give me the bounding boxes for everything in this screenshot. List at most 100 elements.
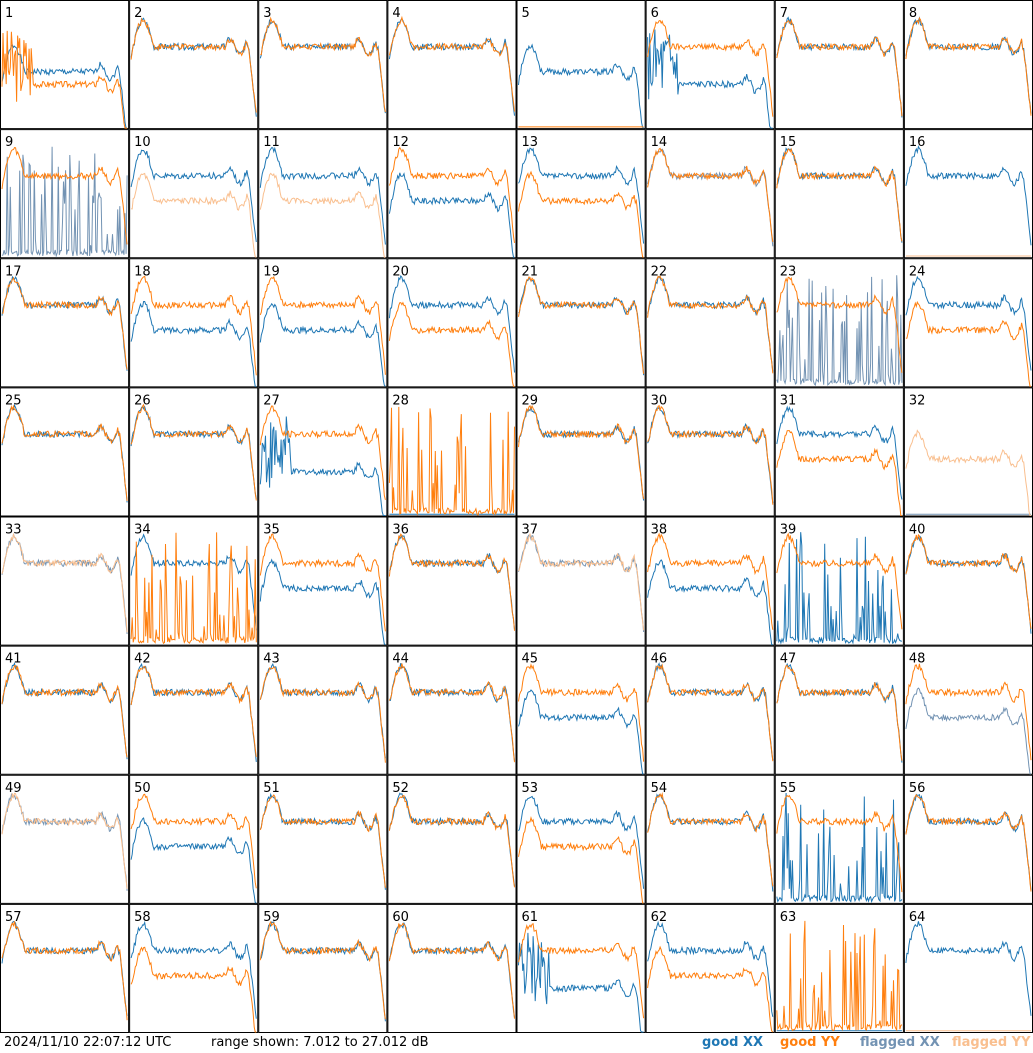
series-xx-line (388, 792, 515, 887)
panel-1: 1 (0, 0, 130, 130)
panel-14: 14 (645, 129, 775, 259)
panel-frame (387, 387, 517, 517)
panel-30: 30 (645, 387, 775, 517)
series-xx-line (130, 817, 257, 904)
series-xx-line (905, 145, 1032, 246)
panel-label: 42 (134, 652, 151, 667)
series-yy-line (388, 301, 515, 387)
panel-8: 8 (903, 0, 1033, 130)
panel-50: 50 (129, 774, 259, 904)
panel-13: 13 (516, 129, 646, 259)
series-yy-line (905, 533, 1032, 629)
panel-frame (774, 129, 904, 259)
series-yy-line (776, 430, 902, 516)
panel-frame (387, 645, 517, 775)
panel-label: 38 (651, 523, 668, 538)
panel-49: 49 (0, 774, 130, 904)
panel-16: 16 (903, 129, 1033, 259)
panel-frame (774, 903, 904, 1033)
panel-56: 56 (903, 774, 1033, 904)
series-yy-line (388, 533, 515, 631)
panel-label: 61 (522, 910, 539, 925)
panel-frame (516, 774, 646, 904)
series-yy-line (259, 533, 386, 632)
panel-frame (774, 258, 904, 388)
panel-54: 54 (645, 774, 775, 904)
panel-31: 31 (774, 387, 904, 517)
series-xx-line (388, 172, 515, 258)
panel-frame (516, 645, 646, 775)
series-xx-line (776, 405, 903, 500)
panel-label: 33 (5, 523, 22, 538)
panel-label: 44 (392, 652, 409, 667)
series-yy-line (518, 404, 645, 499)
panel-23: 23 (774, 258, 904, 388)
panel-frame (387, 258, 517, 388)
panel-frame (0, 387, 130, 517)
series-xx-line (259, 663, 386, 759)
panel-39: 39 (774, 516, 904, 646)
panel-7: 7 (774, 0, 904, 130)
series-xx-line (647, 920, 774, 1017)
panel-62: 62 (645, 903, 775, 1033)
series-yy-line (905, 663, 1032, 761)
series-yy-line (1, 664, 128, 758)
panel-frame (645, 645, 775, 775)
panel-frame (645, 774, 775, 904)
panel-label: 29 (522, 393, 539, 408)
series-yy-line (130, 665, 257, 757)
panel-label: 39 (780, 523, 797, 538)
series-yy-line (776, 532, 903, 630)
series-yy-line (905, 300, 1031, 387)
panel-label: 41 (5, 652, 22, 667)
series-xx-line (905, 275, 1032, 371)
series-yy-line (518, 276, 645, 374)
panel-frame (129, 903, 259, 1033)
series-yy-line (130, 403, 257, 501)
footer: 2024/11/10 22:07:12 UTC range shown: 7.0… (0, 1033, 1033, 1053)
panel-label: 9 (5, 135, 13, 150)
series-yy-line (130, 532, 257, 645)
series-yy-line (776, 665, 903, 761)
series-yy-line (131, 172, 257, 258)
series-yy-line (776, 794, 903, 893)
panel-label: 11 (263, 135, 280, 150)
panel-label: 54 (651, 781, 668, 796)
series-xx-line (518, 795, 645, 889)
panel-frame (516, 0, 646, 130)
panel-label: 30 (651, 393, 668, 408)
panel-frame (516, 129, 646, 259)
series-xx-line (647, 559, 773, 646)
series-xx-line (776, 532, 902, 645)
panel-label: 24 (909, 264, 926, 279)
panel-frame (645, 258, 775, 388)
panel-10: 10 (129, 129, 259, 259)
panel-29: 29 (516, 387, 646, 517)
series-xx-line (905, 687, 1031, 775)
panel-frame (516, 903, 646, 1033)
panel-37: 37 (516, 516, 646, 646)
series-yy-line (776, 147, 903, 242)
panel-40: 40 (903, 516, 1033, 646)
panel-22: 22 (645, 258, 775, 388)
panel-label: 23 (780, 264, 797, 279)
panel-24: 24 (903, 258, 1033, 388)
series-yy-line (647, 147, 774, 242)
panel-label: 13 (522, 135, 539, 150)
series-yy-line (647, 532, 774, 630)
panel-5: 5 (516, 0, 646, 130)
series-yy-line (1, 30, 128, 129)
range-text: range shown: 7.012 to 27.012 dB (211, 1035, 429, 1050)
series-xx-line (259, 558, 386, 646)
series-xx-line (130, 17, 257, 117)
series-yy-line (259, 275, 386, 375)
series-yy-line (905, 429, 1031, 516)
panel-frame (645, 516, 775, 646)
series-xx-line (259, 416, 386, 516)
panel-label: 49 (5, 781, 22, 796)
series-yy-line (130, 17, 257, 113)
series-yy-line (259, 794, 386, 888)
series-yy-line (259, 666, 386, 763)
panel-6: 6 (645, 0, 775, 130)
panel-frame (774, 645, 904, 775)
